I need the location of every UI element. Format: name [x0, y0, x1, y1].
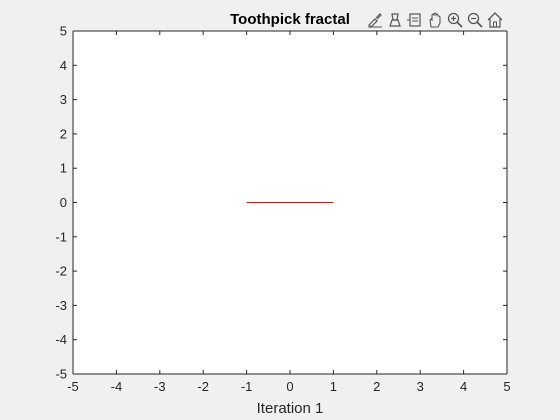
y-tick-label: -2: [55, 264, 67, 279]
x-tick-label: -3: [154, 379, 166, 394]
zoom-out-icon[interactable]: [466, 10, 484, 30]
y-tick-label: 5: [60, 24, 67, 39]
axes-layer: [72, 30, 508, 375]
y-tick-label: 0: [60, 195, 67, 210]
y-tick-label: -1: [55, 229, 67, 244]
x-tick-label: 5: [503, 379, 510, 394]
x-tick-label: 4: [460, 379, 467, 394]
x-axis-title: Iteration 1: [257, 400, 324, 417]
x-tick-label: -1: [241, 379, 253, 394]
x-tick-label: 1: [330, 379, 337, 394]
x-tick-label: 3: [417, 379, 424, 394]
chart-title: Toothpick fractal: [230, 11, 350, 28]
home-icon[interactable]: [486, 10, 504, 30]
y-tick-label: -3: [55, 298, 67, 313]
y-tick-label: 2: [60, 126, 67, 141]
x-tick-label: 0: [286, 379, 293, 394]
data-cursor-icon[interactable]: [386, 10, 404, 30]
x-tick-label: -4: [111, 379, 123, 394]
x-tick-label: -2: [197, 379, 209, 394]
brush-icon[interactable]: [366, 10, 384, 30]
pan-hand-icon[interactable]: [426, 10, 444, 30]
zoom-in-icon[interactable]: [446, 10, 464, 30]
y-tick-labels: -5 -4 -3 -2 -1 0 1 2 3 4 5: [55, 24, 67, 382]
x-tick-label: -5: [67, 379, 79, 394]
y-tick-label: -4: [55, 332, 67, 347]
y-tick-label: 1: [60, 161, 67, 176]
y-tick-label: -5: [55, 367, 67, 382]
x-tick-labels: -5 -4 -3 -2 -1 0 1 2 3 4 5: [67, 379, 510, 394]
y-tick-label: 4: [60, 58, 67, 73]
axes-toolbar: [366, 9, 504, 31]
data-tips-icon[interactable]: [406, 10, 424, 30]
x-tick-label: 2: [373, 379, 380, 394]
y-tick-label: 3: [60, 92, 67, 107]
